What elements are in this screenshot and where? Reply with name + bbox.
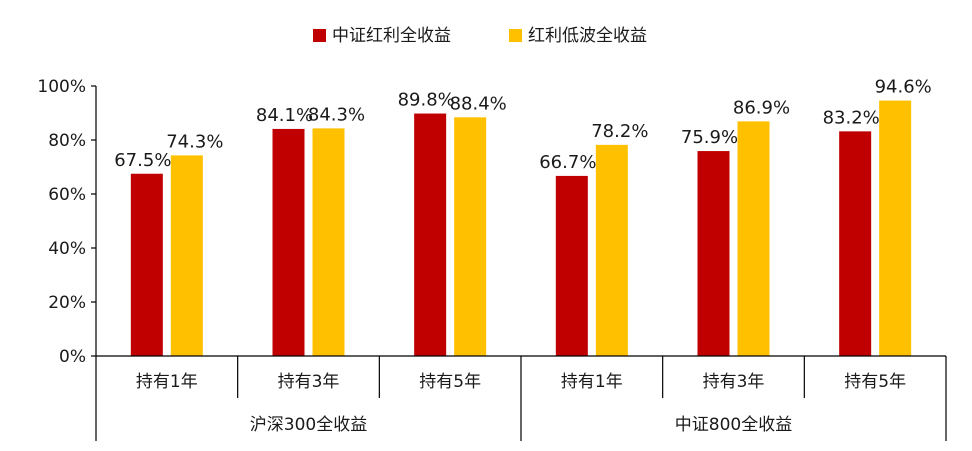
data-label: 84.3% [308, 104, 365, 125]
x-tick-label: 持有1年 [136, 372, 198, 392]
y-tick-label: 20% [48, 293, 86, 313]
bar-hldb [879, 100, 912, 356]
x-group-label: 沪深300全收益 [250, 415, 367, 435]
legend-label: 中证红利全收益 [332, 26, 451, 46]
bar-hldb [454, 117, 487, 356]
bar-zzhl [555, 175, 588, 356]
y-axis: 0% 20% 40% 60% 80% 100% [37, 77, 97, 367]
legend-swatch [313, 29, 326, 42]
bar-hldb [170, 155, 203, 356]
data-label: 86.9% [733, 97, 790, 118]
legend-label: 红利低波全收益 [528, 26, 647, 46]
bar-zzhl [697, 151, 730, 356]
bar-hldb [595, 144, 628, 356]
y-tick-label: 0% [59, 347, 86, 367]
x-tick-label: 持有5年 [419, 372, 481, 392]
y-tick-label: 100% [37, 77, 86, 97]
x-tick-label: 持有3年 [278, 372, 340, 392]
y-tick-label: 60% [48, 185, 86, 205]
data-label: 74.3% [166, 131, 223, 152]
y-tick-label: 80% [48, 131, 86, 151]
legend: 中证红利全收益 红利低波全收益 [313, 26, 647, 46]
x-tick-label: 持有1年 [561, 372, 623, 392]
data-label: 84.1% [256, 105, 313, 126]
bar-zzhl [414, 113, 447, 356]
data-label: 83.2% [823, 107, 880, 128]
x-group-label: 中证800全收益 [675, 415, 792, 435]
data-label: 88.4% [450, 93, 507, 114]
data-label: 66.7% [539, 152, 596, 173]
bar-zzhl [130, 173, 163, 356]
x-tick-label: 持有3年 [703, 372, 765, 392]
bars [130, 100, 912, 357]
x-tick-label: 持有5年 [844, 372, 906, 392]
y-tick-label: 40% [48, 239, 86, 259]
data-label: 75.9% [681, 127, 738, 148]
bar-zzhl [272, 128, 305, 356]
data-label: 78.2% [591, 121, 648, 142]
legend-swatch [509, 29, 522, 42]
bar-hldb [737, 121, 770, 357]
data-label: 67.5% [114, 150, 171, 171]
bar-hldb [312, 128, 345, 356]
bar-zzhl [839, 131, 872, 356]
data-label: 94.6% [875, 77, 932, 98]
data-labels: 67.5% 84.1% 89.8% 66.7% 75.9% 83.2% 74.3% 84.3%… [114, 77, 932, 173]
data-label: 89.8% [398, 90, 455, 111]
